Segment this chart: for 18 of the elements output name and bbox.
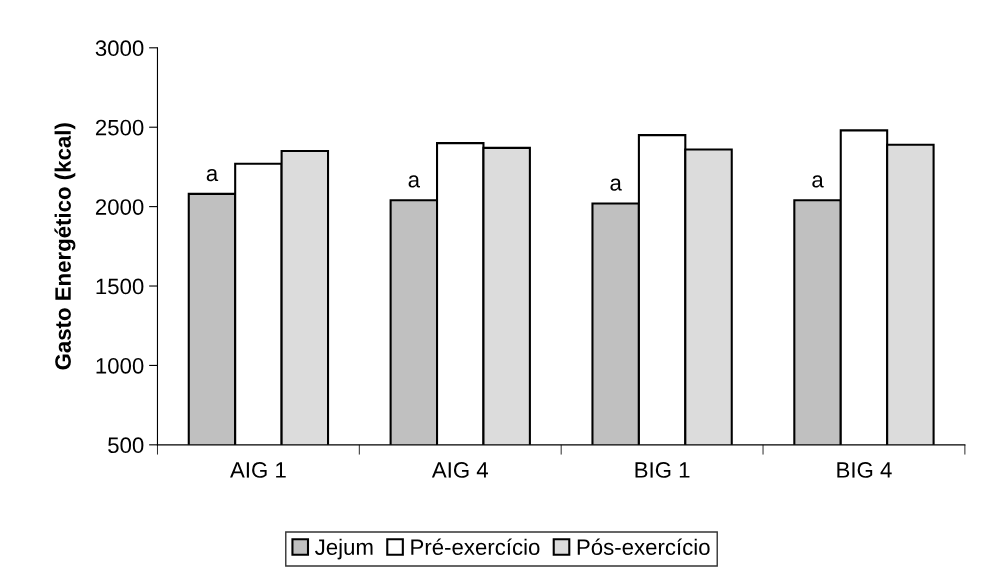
y-tick-label: 500 xyxy=(108,437,144,454)
y-tick-label: 2000 xyxy=(95,199,144,215)
x-tick-label: BIG 1 xyxy=(635,462,690,478)
annotation: a xyxy=(206,169,219,182)
x-tick-label: AIG 4 xyxy=(431,462,489,478)
legend-label: Pós-exercício xyxy=(577,538,710,555)
y-tick-label: 1500 xyxy=(96,278,144,295)
legend-label: Pré-exercício xyxy=(411,538,540,555)
x-tick-label: AIG 1 xyxy=(230,462,286,478)
annotation: a xyxy=(610,178,622,191)
y-tick-label: 2500 xyxy=(95,119,144,136)
annotation: a xyxy=(812,175,824,188)
y-tick-label: 3000 xyxy=(95,40,144,57)
x-tick-label: BIG 4 xyxy=(837,462,892,478)
y-tick-label: 1000 xyxy=(96,357,144,374)
legend-label: Jejum xyxy=(315,538,373,560)
y-axis-title: Gasto Energético (kcal) xyxy=(54,123,76,370)
annotation: a xyxy=(408,175,420,188)
